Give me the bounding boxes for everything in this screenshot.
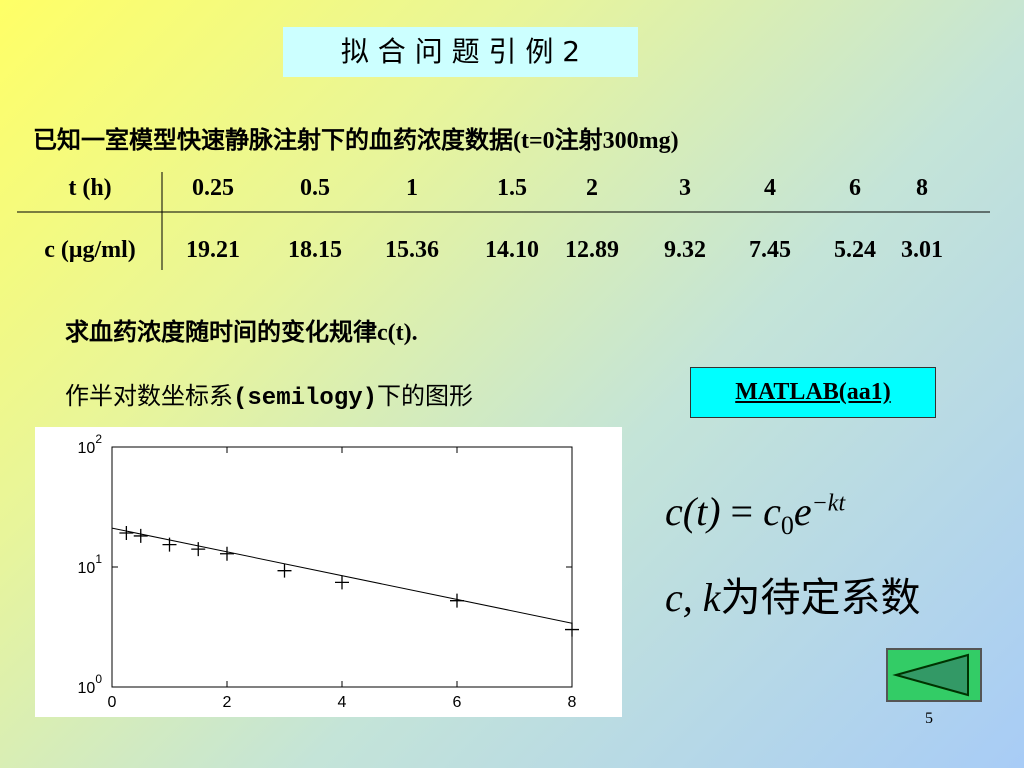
tick-power: 0 [95, 672, 102, 686]
page-number: 5 [925, 710, 933, 727]
plot-text: 作半对数坐标系(semilogy)下的图形 [65, 376, 473, 412]
slide-title: 拟 合 问 题 引 例 2 [283, 27, 638, 77]
table-cell: 7.45 [749, 237, 791, 263]
plot-frame [111, 446, 573, 688]
text: 下的图形 [377, 384, 474, 410]
table-cell: 2 [586, 175, 598, 201]
x-tick-label: 0 [108, 694, 117, 711]
table-cell: 4 [764, 175, 776, 201]
row-label: t (h) [68, 175, 112, 201]
arrow-left [892, 653, 969, 697]
y-tick-label: 100 [78, 672, 103, 697]
table-cell: 6 [849, 175, 861, 201]
note-vars: c, k [665, 575, 721, 620]
formula-rhs: c [763, 489, 781, 534]
y-tick-label: 102 [78, 432, 103, 457]
formula-base: e [793, 489, 812, 534]
intro-text: 已知一室模型快速静脉注射下的血药浓度数据(t=0注射300mg) [33, 128, 679, 154]
matlab-button[interactable]: MATLAB(aa1) [690, 367, 936, 418]
marker [277, 563, 292, 578]
table-cell: 3 [679, 175, 691, 201]
marker [220, 546, 234, 561]
tick-base: 10 [78, 680, 96, 697]
y-tick-label: 101 [78, 552, 103, 577]
formula-eq: = [730, 489, 754, 534]
table-cell: 12.89 [565, 237, 619, 263]
tick-base: 10 [78, 440, 96, 457]
x-tick-label: 8 [568, 694, 577, 711]
table-cell: 15.36 [385, 237, 439, 263]
text: 作半对数坐标系 [65, 384, 233, 410]
table-cell: 9.32 [664, 237, 706, 263]
code: (semilogy) [233, 385, 378, 412]
row-label: c (μg/ml) [44, 237, 136, 263]
table-cell: 0.5 [300, 175, 330, 201]
table-cell: 1 [406, 175, 418, 201]
table-cell: 19.21 [186, 237, 240, 263]
marker [191, 542, 206, 557]
question-text: 求血药浓度随时间的变化规律c(t). [65, 320, 418, 346]
marker [133, 528, 148, 543]
table-cell: 1.5 [497, 175, 527, 201]
tick-base: 10 [78, 560, 96, 577]
x-tick-label: 4 [338, 694, 347, 711]
table-cell: 3.01 [901, 237, 943, 263]
marker [119, 525, 134, 540]
back-button[interactable] [886, 648, 982, 702]
marker [565, 622, 579, 637]
table-cell: 18.15 [288, 237, 342, 263]
x-tick-label: 6 [453, 694, 462, 711]
formula-sub: 0 [780, 511, 794, 540]
formula-exp: −kt [811, 490, 846, 517]
formula: c(t) = c0e−kt [665, 488, 845, 541]
table-cell: 8 [916, 175, 928, 201]
marker [450, 593, 464, 608]
tick-power: 1 [95, 552, 102, 566]
note: c, k为待定系数 [665, 565, 921, 623]
note-text: 为待定系数 [720, 575, 921, 620]
marker [162, 537, 177, 552]
table-cell: 5.24 [834, 237, 876, 263]
marker [335, 575, 349, 590]
x-tick-label: 2 [223, 694, 232, 711]
tick-power: 2 [95, 432, 102, 446]
table-cell: 0.25 [192, 175, 234, 201]
formula-lhs: c(t) [665, 489, 721, 534]
table-cell: 14.10 [485, 237, 539, 263]
table-rules [17, 172, 990, 270]
